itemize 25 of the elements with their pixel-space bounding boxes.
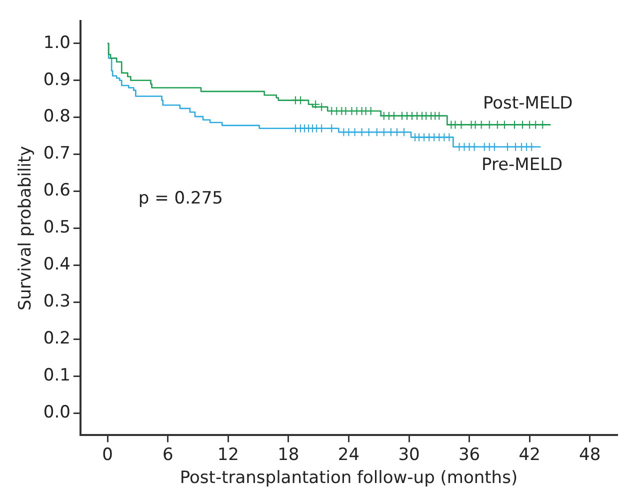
y-tick-label: 1.0 [43, 32, 70, 53]
x-tick-label: 12 [217, 444, 239, 465]
x-tick-label: 6 [162, 444, 174, 465]
y-tick-label: 0.8 [43, 106, 70, 127]
x-tick-label: 48 [579, 444, 601, 465]
x-tick-label: 18 [278, 444, 300, 465]
y-tick-label: 0.3 [43, 292, 70, 312]
x-tick-label: 0 [102, 444, 113, 465]
y-axis-title: Survival probability [16, 146, 36, 311]
x-tick-label: 24 [338, 444, 360, 465]
y-tick-label: 0.0 [43, 402, 70, 422]
y-tick-label: 0.5 [43, 218, 70, 238]
y-tick-label: 0.9 [43, 70, 70, 90]
x-tick-label: 42 [518, 444, 540, 465]
y-tick-label: 0.1 [43, 365, 70, 386]
x-axis-title: Post-transplantation follow-up (months) [180, 468, 518, 488]
y-tick-label: 0.2 [43, 328, 70, 349]
series-label: Pre-MELD [481, 154, 563, 175]
x-tick-label: 36 [458, 444, 480, 465]
y-tick-label: 0.7 [43, 144, 70, 164]
y-tick-label: 0.6 [43, 180, 70, 201]
x-tick-label: 30 [398, 444, 420, 465]
annotation: p = 0.275 [138, 188, 223, 209]
series-label: Post-MELD [482, 94, 573, 114]
y-tick-label: 0.4 [43, 254, 70, 275]
